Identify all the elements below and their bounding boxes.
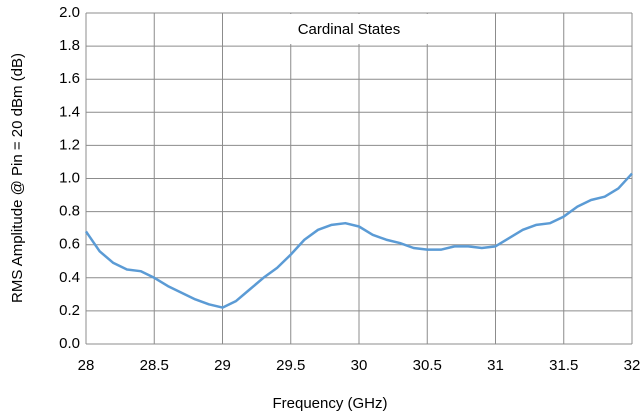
x-tick-label: 29.5 <box>276 357 305 374</box>
x-tick-label: 29 <box>214 357 231 374</box>
y-tick-label: 0.0 <box>59 335 80 352</box>
y-tick-label: 1.0 <box>59 169 80 186</box>
line <box>84 172 633 309</box>
y-tick-label: 0.4 <box>59 269 80 286</box>
y-tick-label: 1.4 <box>59 103 80 120</box>
x-tick-label: 30 <box>351 357 368 374</box>
x-tick-label: 28.5 <box>140 357 169 374</box>
x-axis-label: Frequency (GHz) <box>272 395 387 412</box>
y-tick-label: 0.6 <box>59 236 80 253</box>
x-tick-label: 28 <box>78 357 95 374</box>
y-tick-label: 1.2 <box>59 136 80 153</box>
y-tick-label: 0.8 <box>59 203 80 220</box>
grid <box>85 12 633 345</box>
x-tick-label: 30.5 <box>413 357 442 374</box>
y-tick-label: 0.2 <box>59 302 80 319</box>
annotation-box <box>268 14 430 44</box>
annotation: Cardinal States <box>298 21 401 38</box>
y-axis-label: RMS Amplitude @ Pin = 20 dBm (dB) <box>9 53 26 303</box>
x-tick-label: 31 <box>487 357 504 374</box>
x-tick-label: 32 <box>624 357 641 374</box>
x-tick-label: 31.5 <box>549 357 578 374</box>
y-tick-label: 2.0 <box>59 4 80 21</box>
y-tick-label: 1.8 <box>59 37 80 54</box>
y-tick-label: 1.6 <box>59 70 80 87</box>
